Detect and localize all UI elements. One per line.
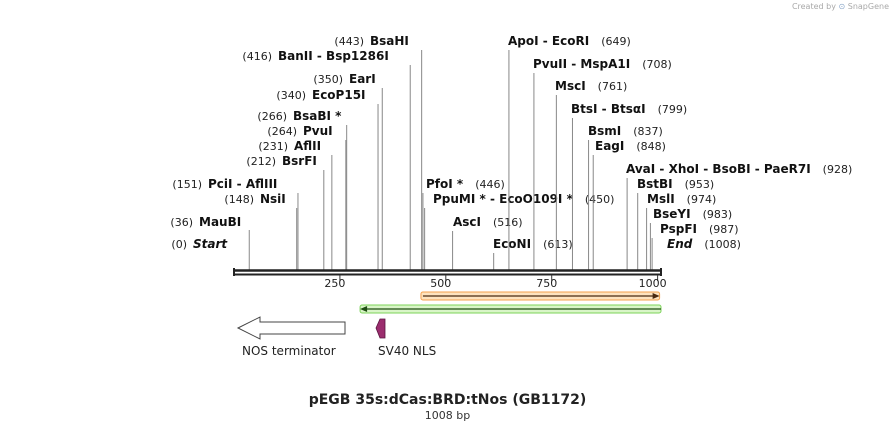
site-label: BsmI: [588, 124, 621, 138]
site-position: (987): [709, 223, 739, 236]
site-position: (613): [543, 238, 573, 251]
site-position: (516): [493, 216, 523, 229]
site-position: (837): [633, 125, 663, 138]
site-label: MscI: [555, 79, 586, 93]
site-label: PpuMI * - EcoO109I *: [433, 192, 574, 206]
site-position: (266): [257, 110, 287, 123]
site-position: (148): [224, 193, 254, 206]
site-position: (416): [242, 50, 272, 63]
site-label: PciI - AflIII: [208, 177, 277, 191]
site-position: (953): [685, 178, 715, 191]
site-position: (974): [687, 193, 717, 206]
site-label: MauBI: [199, 215, 241, 229]
snapgene-logo-icon: ⊙: [838, 2, 846, 11]
site-label: AscI: [453, 215, 481, 229]
site-label: BtsI - BtsαI: [571, 102, 646, 116]
site-label: AflII: [294, 139, 321, 153]
site-position: (761): [598, 80, 628, 93]
site-position: (446): [475, 178, 505, 191]
brand-created-by: Created by: [791, 2, 836, 11]
site-position: (799): [658, 103, 688, 116]
site-label: PspFI: [660, 222, 697, 236]
marker-arrowhead: [360, 306, 368, 312]
site-label: EagI: [595, 139, 624, 153]
nos-terminator-arrow: [236, 316, 346, 340]
site-label: End: [667, 237, 693, 251]
site-position: (443): [334, 35, 364, 48]
axis-tick-label: 750: [536, 277, 557, 290]
site-label: EcoNI: [493, 237, 531, 251]
site-label: EcoP15I: [312, 88, 366, 102]
axis-tick-label: 500: [430, 277, 451, 290]
nos-terminator-label: NOS terminator: [242, 344, 336, 358]
site-label: MslI: [647, 192, 675, 206]
site-position: (708): [642, 58, 672, 71]
axis-tick-label: 250: [324, 277, 345, 290]
site-position: (36): [170, 216, 193, 229]
site-position: (350): [313, 73, 343, 86]
site-position: (1008): [704, 238, 741, 251]
site-position: (231): [258, 140, 288, 153]
site-position: (0): [171, 238, 187, 251]
sv40-nls-label: SV40 NLS: [378, 344, 436, 358]
site-label: Start: [193, 237, 228, 251]
site-position: (649): [601, 35, 631, 48]
snapgene-brand: Created by ⊙ SnapGene: [792, 2, 889, 11]
site-label: BsaBI *: [293, 109, 342, 123]
plasmid-name: pEGB 35s:dCas:BRD:tNos (GB1172): [308, 392, 587, 408]
site-position: (848): [636, 140, 666, 153]
site-label: NsiI: [260, 192, 286, 206]
plasmid-length: 1008 bp: [424, 409, 471, 422]
site-position: (212): [246, 155, 276, 168]
site-position: (983): [703, 208, 733, 221]
site-position: (928): [823, 163, 853, 176]
site-label: PfoI *: [426, 177, 464, 191]
site-label: BseYI: [653, 207, 691, 221]
site-label: PvuII - MspA1I: [533, 57, 630, 71]
site-label: BanII - Bsp1286I: [278, 49, 389, 63]
site-label: BstBI: [637, 177, 673, 191]
axis-tick-label: 1000: [639, 277, 667, 290]
orf-arrowhead: [652, 293, 660, 299]
site-label: EarI: [349, 72, 376, 86]
site-label: BsaHI: [370, 34, 409, 48]
brand-name: SnapGene: [847, 2, 889, 11]
site-label: BsrFI: [282, 154, 317, 168]
site-label: PvuI: [303, 124, 333, 138]
site-label: AvaI - XhoI - BsoBI - PaeR7I: [626, 162, 811, 176]
site-label: ApoI - EcoRI: [508, 34, 589, 48]
sv40-nls-arrow: [375, 318, 386, 339]
site-position: (450): [585, 193, 615, 206]
site-position: (151): [172, 178, 202, 191]
site-position: (340): [276, 89, 306, 102]
site-position: (264): [267, 125, 297, 138]
